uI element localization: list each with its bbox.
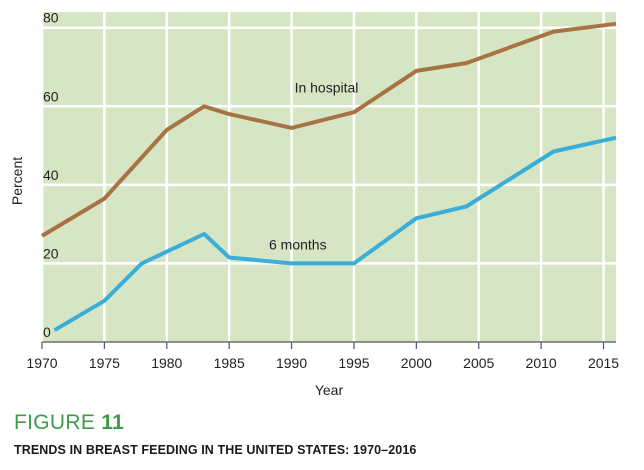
y-tick-label: 40 (43, 167, 59, 183)
y-tick-label: 80 (43, 10, 59, 26)
x-tick-label: 1980 (151, 355, 182, 371)
y-tick-label: 20 (43, 245, 59, 261)
plot-background (42, 12, 616, 342)
line-chart: 0 20 40 60 80 1970 1975 1980 1985 1990 1995 2000 20… (9, 10, 619, 398)
y-tick-label: 60 (43, 88, 59, 104)
x-tick-label: 1995 (338, 355, 369, 371)
x-tick-label: 1970 (26, 355, 57, 371)
series-line-0 (40, 21, 617, 238)
x-axis-title: Year (315, 382, 344, 398)
figure-label-number: 11 (101, 411, 125, 434)
y-axis-title: Percent (9, 157, 25, 205)
figure-label-prefix: FIGURE (14, 411, 96, 434)
x-tick-label: 2015 (588, 355, 619, 371)
x-tick-label: 2005 (463, 355, 494, 371)
x-tick-label: 1975 (89, 355, 120, 371)
x-tick-label: 1990 (276, 355, 307, 371)
y-tick-label: 0 (43, 324, 51, 340)
series-lines (40, 21, 617, 332)
series-line-1 (53, 135, 617, 332)
figure-title: TRENDS IN BREAST FEEDING IN THE UNITED S… (14, 443, 417, 457)
x-tick-label: 2010 (526, 355, 557, 371)
y-axis-ticks: 0 20 40 60 80 (43, 10, 59, 340)
grid-lines (40, 12, 616, 342)
series-label: 6 months (269, 237, 327, 253)
x-axis-ticks: 1970 1975 1980 1985 1990 1995 2000 2005 2010 2015 (26, 342, 619, 371)
series-labels: In hospital 6 months (269, 80, 358, 253)
figure-label: FIGURE 11 (14, 411, 124, 435)
x-tick-label: 2000 (401, 355, 432, 371)
series-label: In hospital (295, 80, 359, 96)
x-tick-label: 1985 (214, 355, 245, 371)
